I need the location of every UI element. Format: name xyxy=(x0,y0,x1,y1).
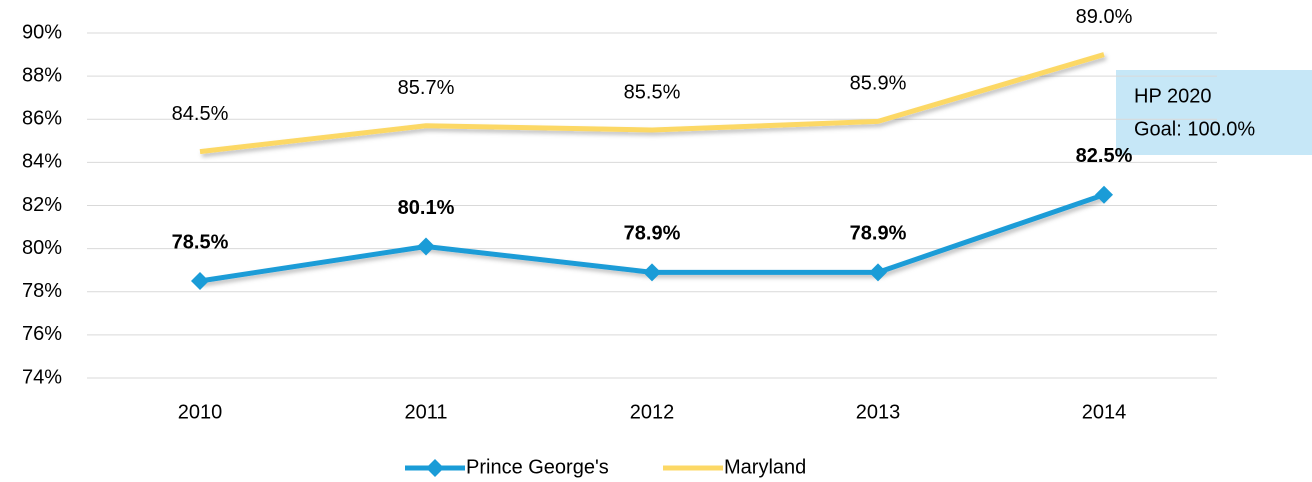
y-tick-label: 78% xyxy=(22,280,62,302)
y-tick-label: 90% xyxy=(22,21,62,43)
y-tick-label: 76% xyxy=(22,323,62,345)
x-tick-label: 2010 xyxy=(178,401,223,423)
annotation-text: HP 2020 xyxy=(1134,85,1211,107)
data-label: 78.9% xyxy=(850,223,907,245)
data-label: 80.1% xyxy=(398,197,455,219)
series-line xyxy=(199,52,1105,155)
point-marker xyxy=(869,263,887,282)
y-tick-label: 86% xyxy=(22,108,62,130)
data-label: 85.5% xyxy=(624,81,681,103)
data-label: 85.9% xyxy=(850,73,907,95)
y-tick-label: 74% xyxy=(22,366,62,388)
y-tick-label: 80% xyxy=(22,237,62,259)
x-tick-label: 2011 xyxy=(404,401,447,423)
legend-label: Maryland xyxy=(724,456,806,478)
data-label: 89.0% xyxy=(1076,6,1133,28)
annotation-text: Goal: 100.0% xyxy=(1134,118,1255,140)
x-tick-label: 2014 xyxy=(1082,401,1127,423)
legend-marker xyxy=(426,459,444,477)
point-marker xyxy=(643,263,661,282)
data-label: 78.5% xyxy=(172,231,229,253)
point-marker xyxy=(1095,185,1113,204)
legend-label: Prince George's xyxy=(466,456,609,478)
x-tick-label: 2013 xyxy=(856,401,901,423)
data-label: 85.7% xyxy=(398,77,455,99)
y-tick-label: 88% xyxy=(22,64,62,86)
y-tick-label: 82% xyxy=(22,194,62,216)
y-tick-label: 84% xyxy=(22,151,62,173)
annotation-box xyxy=(1116,70,1312,155)
data-label: 78.9% xyxy=(624,223,681,245)
x-tick-label: 2012 xyxy=(630,401,675,423)
point-marker xyxy=(417,237,435,256)
data-label: 84.5% xyxy=(172,103,229,125)
point-marker xyxy=(191,271,209,290)
data-label: 82.5% xyxy=(1076,145,1133,167)
